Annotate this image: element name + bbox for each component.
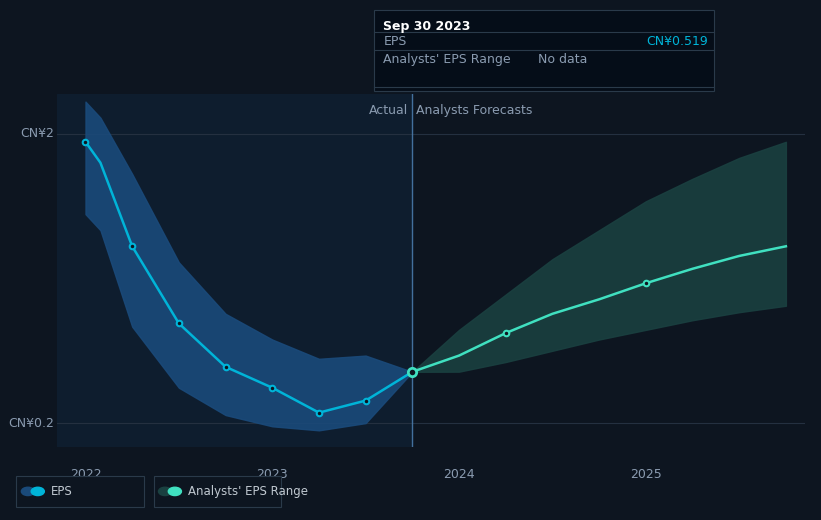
Text: Sep 30 2023: Sep 30 2023 [383,20,470,33]
Text: 2023: 2023 [256,469,288,482]
Text: Analysts' EPS Range: Analysts' EPS Range [188,485,308,498]
Text: CN¥0.2: CN¥0.2 [8,417,53,430]
Text: 2024: 2024 [443,469,475,482]
Text: 2025: 2025 [630,469,662,482]
Text: 2022: 2022 [70,469,101,482]
Text: CN¥2: CN¥2 [20,127,53,140]
Text: No data: No data [538,53,587,66]
Bar [57,94,412,447]
Text: Analysts Forecasts: Analysts Forecasts [416,104,533,117]
Text: Analysts' EPS Range: Analysts' EPS Range [383,53,511,66]
Text: CN¥0.519: CN¥0.519 [646,35,708,48]
Text: EPS: EPS [51,485,72,498]
Text: EPS: EPS [383,35,406,48]
Text: Actual: Actual [369,104,409,117]
